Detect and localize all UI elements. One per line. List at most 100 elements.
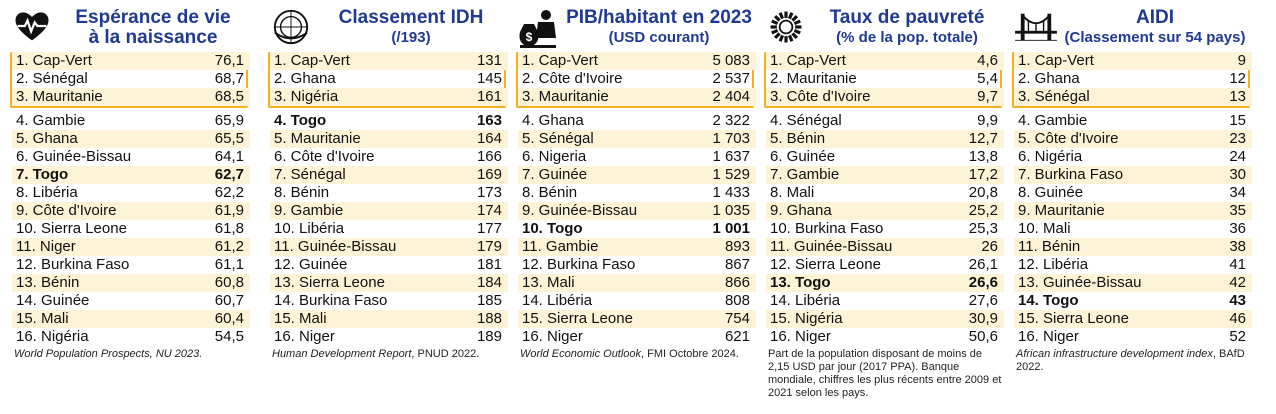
country-value: 181 (476, 256, 502, 273)
list-item: 9. Mauritanie 35 (1014, 202, 1252, 220)
country-name: 11. Guinée-Bissau (274, 238, 397, 255)
country-value: 30 (1229, 166, 1246, 183)
country-name: 14. Libéria (522, 292, 593, 309)
country-value: 1 035 (712, 202, 750, 219)
country-name: 1. Cap-Vert (274, 52, 350, 69)
ranking-list: 1. Cap-Vert 4,6 2. Mauritanie 5,4 3. Côte d'… (764, 52, 1004, 346)
country-value: 13,8 (968, 148, 998, 165)
country-name: 5. Bénin (770, 130, 826, 147)
country-name: 15. Mali (16, 310, 69, 327)
source-italic: World Economic Outlook (520, 348, 642, 360)
country-name: 7. Burkina Faso (1018, 166, 1124, 183)
list-item: 1. Cap-Vert 9 (1014, 52, 1252, 70)
list-item: 12. Burkina Faso 61,1 (12, 256, 250, 274)
country-value: 64,1 (214, 148, 244, 165)
list-item: 7. Togo 62,7 (12, 166, 250, 184)
country-name: 16. Niger (1018, 328, 1079, 345)
country-name: 4. Sénégal (770, 112, 842, 129)
country-value: 9,9 (977, 112, 998, 129)
country-name: 16. Niger (770, 328, 831, 345)
country-value: 68,7 (214, 70, 244, 87)
list-item: 12. Burkina Faso 867 (518, 256, 756, 274)
money-bag-person-icon: $ (518, 8, 562, 48)
list-item: 4. Sénégal 9,9 (766, 112, 1004, 130)
country-name: 3. Mauritanie (522, 88, 609, 105)
country-value: 60,7 (214, 292, 244, 309)
country-name: 10. Burkina Faso (770, 220, 884, 237)
list-item: 7. Gambie 17,2 (766, 166, 1004, 184)
country-name: 16. Nigéria (16, 328, 89, 345)
country-name: 11. Niger (16, 238, 76, 255)
country-name: 4. Ghana (522, 112, 584, 129)
ranking-list: 1. Cap-Vert 76,1 2. Sénégal 68,7 3. Mauritan… (10, 52, 250, 346)
list-item: 15. Nigéria 30,9 (766, 310, 1004, 328)
country-value: 184 (476, 274, 502, 291)
panel-title: AIDI (Classement sur 54 pays) (1060, 8, 1250, 48)
country-name: 8. Mali (770, 184, 815, 201)
list-item: 16. Niger 621 (518, 328, 756, 346)
list-item: 8. Libéria 62,2 (12, 184, 250, 202)
country-name: 13. Togo (770, 274, 831, 291)
poverty-sun-icon (766, 8, 810, 48)
country-value: 754 (724, 310, 750, 327)
country-value: 179 (476, 238, 502, 255)
country-value: 26 (981, 238, 998, 255)
source-italic: World Population Prospects, NU 2023. (14, 348, 203, 360)
country-name: 6. Nigéria (1018, 148, 1083, 165)
country-name: 9. Mauritanie (1018, 202, 1105, 219)
source-text: Part de la population disposant de moins… (768, 348, 1002, 399)
country-name: 11. Gambie (522, 238, 599, 255)
title-line: Classement IDH (338, 7, 484, 28)
country-value: 15 (1229, 112, 1246, 129)
list-item: 7. Guinée 1 529 (518, 166, 756, 184)
panel-title: PIB/habitant en 2023 (USD courant) (564, 8, 754, 48)
panel-title: Taux de pauvreté (% de la pop. totale) (812, 8, 1002, 48)
country-name: 15. Sierra Leone (1018, 310, 1129, 327)
country-value: 131 (476, 52, 502, 69)
country-value: 25,2 (968, 202, 998, 219)
country-value: 173 (476, 184, 502, 201)
country-value: 17,2 (968, 166, 998, 183)
list-item: 4. Togo 163 (270, 112, 508, 130)
list-item: 14. Libéria 808 (518, 292, 756, 310)
country-value: 5,4 (977, 70, 998, 87)
list-item: 10. Togo 1 001 (518, 220, 756, 238)
country-value: 60,4 (214, 310, 244, 327)
list-item: 8. Guinée 34 (1014, 184, 1252, 202)
country-value: 13 (1229, 88, 1246, 105)
list-item: 12. Sierra Leone 26,1 (766, 256, 1004, 274)
country-value: 174 (476, 202, 502, 219)
country-name: 8. Libéria (16, 184, 78, 201)
country-value: 34 (1229, 184, 1246, 201)
list-item: 6. Nigeria 1 637 (518, 148, 756, 166)
country-value: 189 (476, 328, 502, 345)
country-value: 65,5 (214, 130, 244, 147)
list-item: 13. Togo 26,6 (766, 274, 1004, 292)
list-item: 14. Burkina Faso 185 (270, 292, 508, 310)
list-item: 15. Mali 188 (270, 310, 508, 328)
subtitle-line: (/193) (391, 29, 431, 46)
country-value: 41 (1229, 256, 1246, 273)
un-emblem-icon (270, 8, 314, 48)
country-value: 20,8 (968, 184, 998, 201)
country-value: 24 (1229, 148, 1246, 165)
country-name: 3. Mauritanie (16, 88, 103, 105)
list-item: 11. Niger 61,2 (12, 238, 250, 256)
list-item: 14. Libéria 27,6 (766, 292, 1004, 310)
country-value: 38 (1229, 238, 1246, 255)
country-name: 13. Bénin (16, 274, 80, 291)
source-note: Human Development Report, PNUD 2022. (272, 348, 508, 361)
country-value: 866 (724, 274, 750, 291)
country-name: 2. Mauritanie (770, 70, 857, 87)
country-name: 5. Ghana (16, 130, 78, 147)
list-item: 3. Sénégal 13 (1014, 88, 1252, 106)
country-name: 11. Bénin (1018, 238, 1081, 255)
country-name: 6. Côte d'Ivoire (274, 148, 375, 165)
country-value: 65,9 (214, 112, 244, 129)
country-value: 12 (1229, 70, 1246, 87)
subtitle-line: (Classement sur 54 pays) (1064, 29, 1246, 46)
country-name: 10. Mali (1018, 220, 1071, 237)
list-item: 12. Guinée 181 (270, 256, 508, 274)
list-item: 10. Sierra Leone 61,8 (12, 220, 250, 238)
country-name: 16. Niger (274, 328, 335, 345)
